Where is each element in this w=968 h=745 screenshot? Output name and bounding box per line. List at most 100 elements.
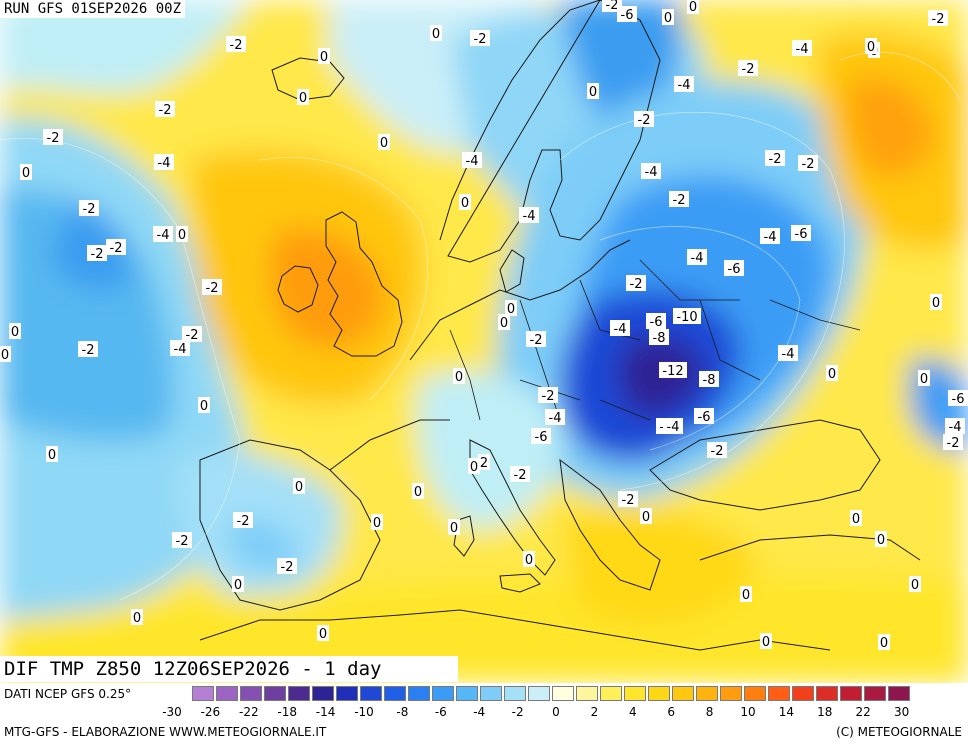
scale-swatch [456, 686, 478, 701]
svg-text:0: 0 [880, 636, 888, 651]
svg-text:-2: -2 [474, 32, 487, 47]
svg-text:-2: -2 [622, 493, 635, 508]
map-value-label: 2 [478, 454, 490, 471]
scale-tick-label: 14 [778, 705, 795, 719]
scale-swatch [672, 686, 694, 701]
scale-swatch [312, 686, 334, 701]
map-value-label: -4 [545, 409, 565, 426]
map-value-label: -2 [626, 275, 646, 292]
svg-text:-6: -6 [650, 315, 663, 330]
map-value-label: -4 [687, 249, 707, 266]
map-value-label: 0 [523, 551, 535, 568]
map-value-label: -10 [673, 308, 701, 325]
map-value-label: -2 [669, 191, 689, 208]
svg-text:-6: -6 [728, 262, 741, 277]
svg-text:-4: -4 [645, 165, 658, 180]
svg-text:0: 0 [455, 370, 463, 385]
svg-text:-2: -2 [673, 193, 686, 208]
scale-tick-label: 10 [740, 705, 756, 719]
map-value-label: 0 [297, 89, 309, 106]
svg-text:0: 0 [22, 166, 30, 181]
svg-text:-2: -2 [932, 12, 945, 27]
map-value-label: -2 [510, 466, 530, 483]
map-value-label: 0 [640, 508, 652, 525]
map-value-label: -2 [172, 532, 192, 549]
scale-swatch [624, 686, 646, 701]
scale-tick-label: 6 [667, 705, 675, 719]
map-value-label: -8 [699, 371, 719, 388]
temperature-anomaly-map: -2-600-20-200-20-4-2-400-2-2-20-4-2-2-4-… [0, 0, 968, 683]
svg-text:-2: -2 [83, 202, 96, 217]
svg-text:0: 0 [380, 136, 388, 151]
svg-text:-2: -2 [91, 247, 104, 262]
svg-text:0: 0 [470, 460, 478, 475]
svg-text:0: 0 [500, 316, 508, 331]
scale-swatch [720, 686, 742, 701]
map-value-label: 0 [453, 368, 465, 385]
map-value-label: -6 [646, 313, 666, 330]
svg-text:0: 0 [178, 228, 186, 243]
map-canvas: -2-600-20-200-20-4-2-400-2-2-20-4-2-2-4-… [0, 0, 968, 683]
map-value-label: -2 [87, 245, 107, 262]
scale-swatch [888, 686, 910, 701]
svg-text:0: 0 [299, 91, 307, 106]
color-scale [192, 686, 912, 701]
svg-text:-2: -2 [638, 113, 651, 128]
svg-text:0: 0 [200, 399, 208, 414]
scale-tick-label: -14 [315, 705, 336, 719]
svg-text:0: 0 [742, 588, 750, 603]
map-value-label: -4 [519, 207, 539, 224]
map-value-label: -2 [765, 150, 785, 167]
scale-swatch [288, 686, 310, 701]
map-value-label: -4 [760, 228, 780, 245]
map-value-label: 0 [20, 164, 32, 181]
svg-text:0: 0 [320, 50, 328, 65]
map-value-label: -2 [634, 111, 654, 128]
map-value-label: 0 [371, 514, 383, 531]
data-source-label: DATI NCEP GFS 0.25° [4, 687, 132, 701]
svg-text:0: 0 [762, 635, 770, 650]
map-value-label: -2 [226, 36, 246, 53]
svg-text:-4: -4 [949, 420, 962, 435]
map-value-label: 0 [662, 9, 674, 26]
map-value-label: -2 [43, 129, 63, 146]
map-value-label: -4 [170, 340, 190, 357]
svg-text:-2: -2 [82, 343, 95, 358]
map-value-label: -4 [641, 163, 661, 180]
map-value-label: 0 [293, 478, 305, 495]
scale-tick-label: -6 [434, 705, 447, 719]
scale-tick-label: 30 [893, 705, 910, 719]
map-value-label: 0 [430, 25, 442, 42]
svg-text:0: 0 [920, 372, 928, 387]
scale-swatch [792, 686, 814, 701]
svg-text:-2: -2 [514, 468, 527, 483]
map-value-label: -2 [943, 434, 963, 451]
svg-text:-2: -2 [947, 436, 960, 451]
svg-text:-4: -4 [764, 230, 777, 245]
map-value-label: 0 [0, 346, 11, 363]
map-value-label: -2 [618, 491, 638, 508]
scale-tick-label: -22 [238, 705, 259, 719]
svg-text:0: 0 [911, 578, 919, 593]
scale-tick-label: 2 [590, 705, 599, 719]
svg-text:-2: -2 [47, 131, 60, 146]
map-value-label: -2 [798, 155, 818, 172]
svg-text:-4: -4 [466, 154, 479, 169]
scale-tick-label: -2 [511, 705, 524, 719]
svg-text:-2: -2 [606, 0, 619, 13]
svg-text:-12: -12 [662, 364, 683, 379]
map-value-label: 0 [232, 576, 244, 593]
map-value-label: -8 [649, 329, 669, 346]
svg-text:-6: -6 [952, 392, 965, 407]
scale-swatch [408, 686, 430, 701]
svg-text:0: 0 [664, 11, 672, 26]
scale-swatch [528, 686, 550, 701]
map-value-label: -6 [948, 390, 968, 407]
svg-text:0: 0 [373, 516, 381, 531]
map-value-label: -6 [694, 408, 714, 425]
svg-text:-2: -2 [206, 281, 219, 296]
scale-tick-label: 8 [705, 705, 714, 719]
map-value-label: -4 [153, 226, 173, 243]
map-value-label: 0 [740, 586, 752, 603]
map-value-label: 0 [826, 365, 838, 382]
